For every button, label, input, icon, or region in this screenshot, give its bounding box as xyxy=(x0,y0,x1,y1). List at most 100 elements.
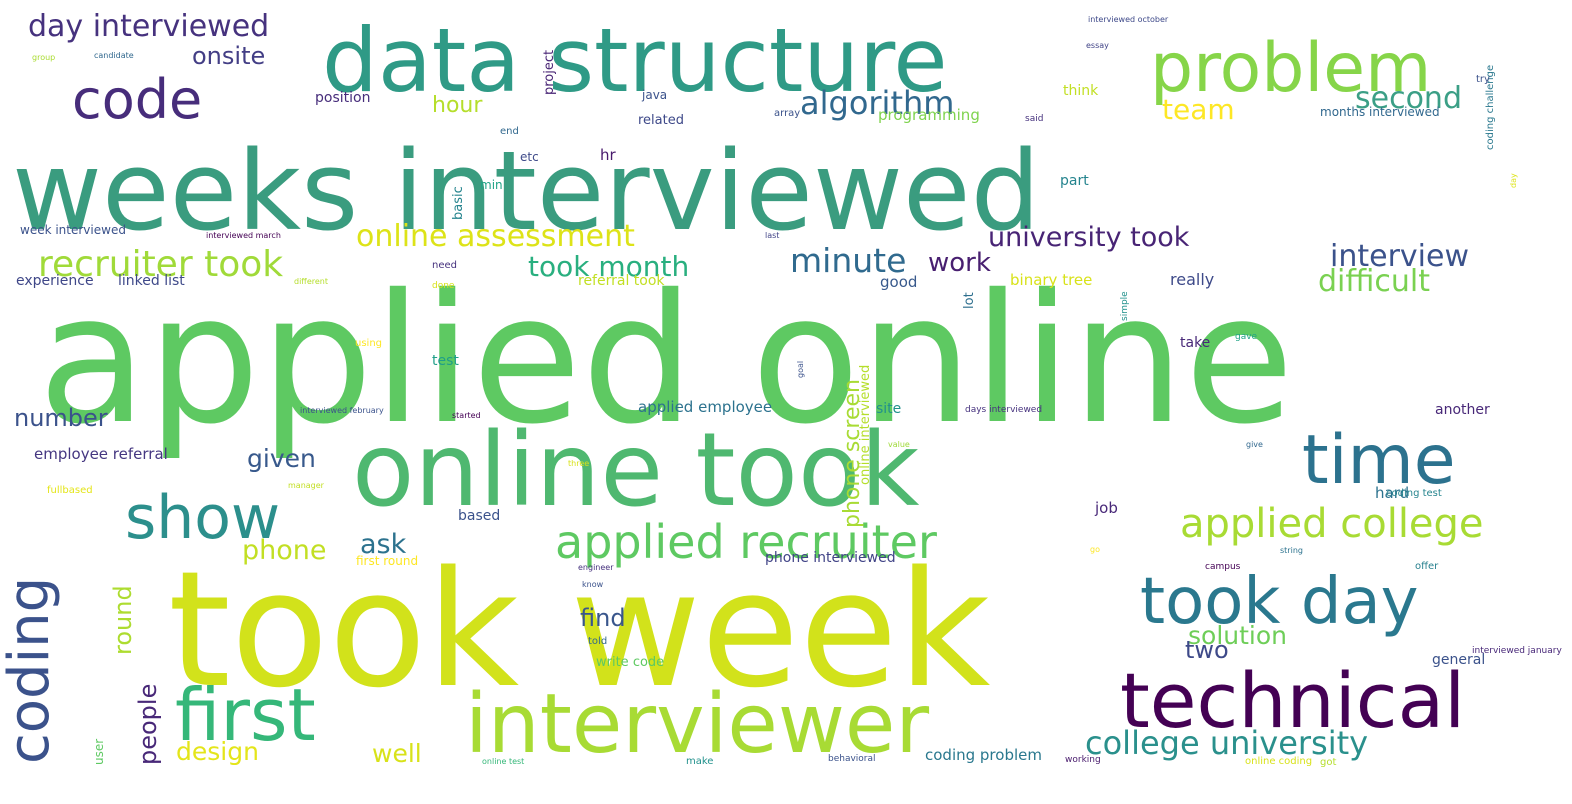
word-employee-referral: employee referral xyxy=(34,445,168,464)
word-make: make xyxy=(686,756,714,768)
word-manager: manager xyxy=(288,480,324,490)
word-online-coding: online coding xyxy=(1245,756,1313,768)
word-applied-employee: applied employee xyxy=(638,398,773,417)
word-java: java xyxy=(642,87,668,102)
word-related: related xyxy=(638,112,684,128)
word-minute: minute xyxy=(790,241,907,281)
word-project: project xyxy=(541,49,557,95)
word-interviewed-january: interviewed january xyxy=(1472,645,1562,656)
word-technical: technical xyxy=(1120,655,1466,745)
word-took-day: took day xyxy=(1140,565,1419,640)
word-candidate: candidate xyxy=(94,50,134,60)
word-linked-list: linked list xyxy=(118,273,185,290)
word-coding: coding xyxy=(0,576,62,764)
word-job: job xyxy=(1095,499,1118,518)
word-fullbased: fullbased xyxy=(47,485,93,497)
word-two: two xyxy=(1185,636,1229,665)
word-last: last xyxy=(765,230,780,240)
word-day-interviewed: day interviewed xyxy=(28,8,270,44)
word-interviewer: interviewer xyxy=(465,677,930,773)
word-design: design xyxy=(176,736,259,766)
word-people: people xyxy=(133,683,162,765)
word-time: time xyxy=(1302,420,1456,500)
word-phone-interviewed: phone interviewed xyxy=(765,550,896,567)
word-array: array xyxy=(774,108,801,120)
word-take: take xyxy=(1180,335,1211,352)
word-said: said xyxy=(1025,113,1044,124)
word-part: part xyxy=(1060,173,1089,190)
word-weeks-interviewed: weeks interviewed xyxy=(12,127,1041,256)
word-first-round: first round xyxy=(356,553,419,568)
word-string: string xyxy=(1280,545,1303,555)
word-behavioral: behavioral xyxy=(828,753,876,764)
word-value: value xyxy=(888,439,910,449)
word-college-university: college university xyxy=(1085,724,1369,763)
word-working: working xyxy=(1065,754,1101,765)
word-simple: simple xyxy=(1119,291,1130,321)
word-write-code: write code xyxy=(596,654,665,670)
word-different: different xyxy=(294,276,328,286)
word-hr: hr xyxy=(600,146,616,165)
word-recruiter-took: recruiter took xyxy=(38,243,284,285)
word-general: general xyxy=(1432,652,1486,669)
word-interviewed-october: interviewed october xyxy=(1088,14,1169,24)
word-ask: ask xyxy=(360,528,407,560)
word-interviewed-march: interviewed march xyxy=(206,230,281,240)
word-hard: hard xyxy=(1375,484,1410,503)
word-second: second xyxy=(1355,80,1462,116)
word-solution: solution xyxy=(1188,620,1287,650)
word-good: good xyxy=(880,273,918,292)
word-week-interviewed: week interviewed xyxy=(20,222,126,237)
word-team: team xyxy=(1162,93,1235,127)
word-lot: lot xyxy=(961,292,977,309)
word-think: think xyxy=(1063,83,1099,100)
word-coding-problem: coding problem xyxy=(925,746,1042,765)
word-data-structure: data structure xyxy=(322,9,948,113)
word-applied-online: applied online xyxy=(38,256,1294,464)
word-number: number xyxy=(14,404,108,433)
word-using: using xyxy=(355,338,383,350)
word-days-interviewed: days interviewed xyxy=(965,404,1043,415)
word-algorithm: algorithm xyxy=(800,84,955,123)
word-campus: campus xyxy=(1205,561,1241,572)
word-try: try xyxy=(1476,74,1490,86)
word-online-assessment: online assessment xyxy=(356,218,635,254)
word-test: test xyxy=(432,353,459,370)
word-programming: programming xyxy=(878,106,980,125)
word-well: well xyxy=(372,738,422,768)
word-told: told xyxy=(588,636,608,648)
word-binary-tree: binary tree xyxy=(1010,271,1093,290)
word-experience: experience xyxy=(16,273,94,290)
word-day: day xyxy=(1508,173,1518,188)
word-etc: etc xyxy=(520,149,539,164)
word-started: started xyxy=(452,410,481,420)
word-engineer: engineer xyxy=(578,562,614,572)
word-got: got xyxy=(1320,757,1337,769)
word-done: done xyxy=(432,280,455,291)
word-go: go xyxy=(1090,544,1100,554)
word-university-took: university took xyxy=(988,221,1190,253)
word-min: min xyxy=(480,177,503,192)
word-applied-recruiter: applied recruiter xyxy=(555,515,937,570)
word-took-week: took week xyxy=(168,536,991,724)
word-work: work xyxy=(928,247,991,278)
word-onsite: onsite xyxy=(192,42,266,71)
word-months-interviewed: months interviewed xyxy=(1320,104,1440,119)
word-offer: offer xyxy=(1415,561,1439,573)
word-need: need xyxy=(432,260,457,272)
word-another: another xyxy=(1435,402,1490,419)
word-based: based xyxy=(458,508,501,525)
word-given: given xyxy=(247,443,316,473)
word-interview: interview xyxy=(1330,238,1469,274)
word-interviewed-february: interviewed february xyxy=(300,405,384,415)
word-online-test: online test xyxy=(482,756,525,766)
word-referral-took: referral took xyxy=(578,273,665,290)
word-coding-test: coding test xyxy=(1386,488,1442,500)
word-three: three xyxy=(568,458,590,468)
word-end: end xyxy=(500,126,519,138)
word-round: round xyxy=(108,585,137,655)
word-code: code xyxy=(72,67,203,131)
word-hour: hour xyxy=(432,92,483,118)
word-gave: gave xyxy=(1235,331,1258,342)
word-online-interviewed: online interviewed xyxy=(857,364,873,485)
